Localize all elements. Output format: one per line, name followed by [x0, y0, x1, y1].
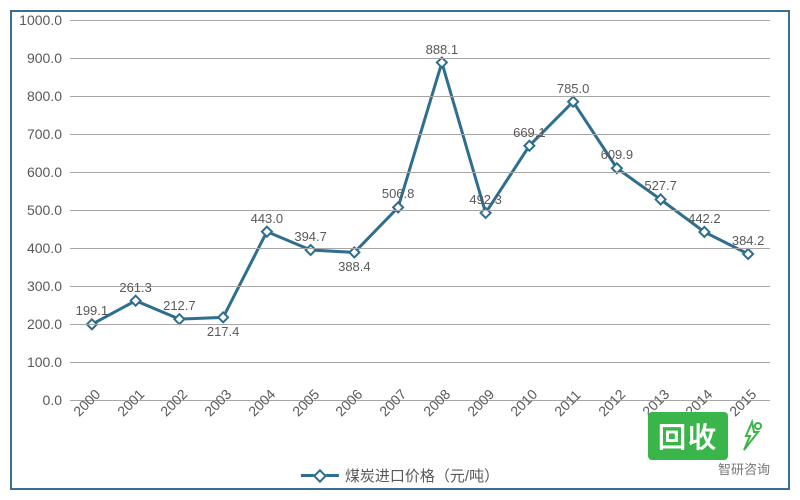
- watermark-person-icon: [734, 418, 770, 454]
- y-tick-label: 700.0: [27, 126, 70, 142]
- y-tick-label: 900.0: [27, 50, 70, 66]
- data-label: 261.3: [119, 280, 152, 295]
- data-label: 669.1: [513, 125, 546, 140]
- data-label: 785.0: [557, 81, 590, 96]
- data-label: 394.7: [294, 229, 327, 244]
- y-tick-label: 1000.0: [19, 12, 70, 28]
- data-marker: [743, 249, 753, 259]
- y-tick-label: 200.0: [27, 316, 70, 332]
- gridline: [70, 362, 770, 363]
- data-label: 199.1: [76, 303, 109, 318]
- data-label: 212.7: [163, 298, 196, 313]
- watermark: 回收: [648, 412, 770, 460]
- y-tick-label: 300.0: [27, 278, 70, 294]
- data-label: 609.9: [601, 147, 634, 162]
- gridline: [70, 248, 770, 249]
- gridline: [70, 96, 770, 97]
- legend-text: 煤炭进口价格（元/吨）: [345, 465, 499, 486]
- gridline: [70, 324, 770, 325]
- y-tick-label: 400.0: [27, 240, 70, 256]
- y-tick-label: 500.0: [27, 202, 70, 218]
- gridline: [70, 286, 770, 287]
- data-marker: [262, 227, 272, 237]
- watermark-box: 回收: [648, 412, 728, 460]
- gridline: [70, 210, 770, 211]
- data-label: 527.7: [644, 178, 677, 193]
- data-label: 384.2: [732, 233, 765, 248]
- gridline: [70, 172, 770, 173]
- watermark-subtext: 智研咨询: [718, 459, 770, 478]
- legend-diamond-icon: [313, 468, 327, 482]
- data-marker: [437, 58, 447, 68]
- data-label: 442.2: [688, 211, 721, 226]
- data-marker: [174, 314, 184, 324]
- data-label: 388.4: [338, 259, 371, 274]
- data-label: 492.3: [469, 192, 502, 207]
- gridline: [70, 58, 770, 59]
- data-label: 888.1: [426, 42, 459, 57]
- y-tick-label: 100.0: [27, 354, 70, 370]
- gridline: [70, 20, 770, 21]
- data-marker: [218, 312, 228, 322]
- data-label: 443.0: [251, 211, 284, 226]
- chart-container: 0.0 100.0 200.0 300.0 400.0 500.0 600.0 700.0 80…: [0, 0, 800, 500]
- y-tick-label: 600.0: [27, 164, 70, 180]
- y-tick-label: 0.0: [43, 392, 70, 408]
- legend: 煤炭进口价格（元/吨）: [301, 465, 499, 486]
- data-label: 217.4: [207, 324, 240, 339]
- y-tick-label: 800.0: [27, 88, 70, 104]
- data-label: 506.8: [382, 186, 415, 201]
- plot-area: 0.0100.0200.0300.0400.0500.0600.0700.080…: [70, 20, 770, 400]
- data-marker: [306, 245, 316, 255]
- legend-marker: [301, 471, 339, 481]
- gridline: [70, 134, 770, 135]
